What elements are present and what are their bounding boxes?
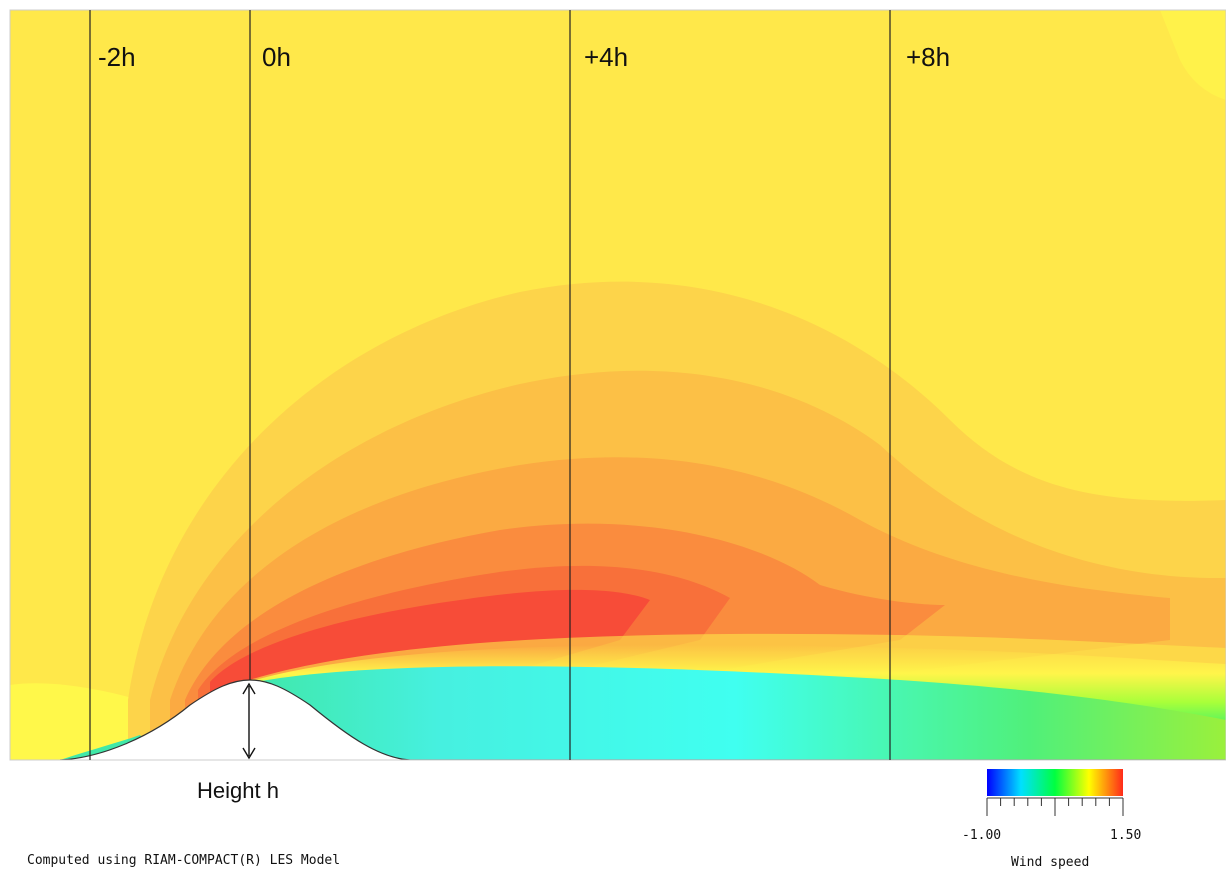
upwind-surface-contour [10, 683, 140, 760]
wake-region [245, 666, 1226, 760]
position-label--2h: -2h [98, 42, 136, 72]
model-credit: Computed using RIAM-COMPACT(R) LES Model [27, 853, 341, 868]
colorbar-max-label: 1.50 [1110, 828, 1142, 843]
hill-terrain [10, 680, 1226, 760]
plot-frame [9, 9, 1226, 761]
upper-right-contour [1160, 10, 1226, 100]
colorbar-min-label: -1.00 [962, 828, 1002, 843]
position-label-+4h: +4h [584, 42, 629, 72]
colorbar-title: Wind speed [1011, 855, 1090, 870]
colorbar-ticks [986, 797, 1124, 816]
position-label-0h: 0h [262, 42, 291, 72]
height-label: Height h [197, 778, 279, 803]
position-label-+8h: +8h [906, 42, 951, 72]
contour-field [10, 10, 1226, 760]
colorbar [986, 769, 1124, 816]
height-arrow [242, 682, 256, 760]
colorbar-gradient [987, 769, 1123, 796]
